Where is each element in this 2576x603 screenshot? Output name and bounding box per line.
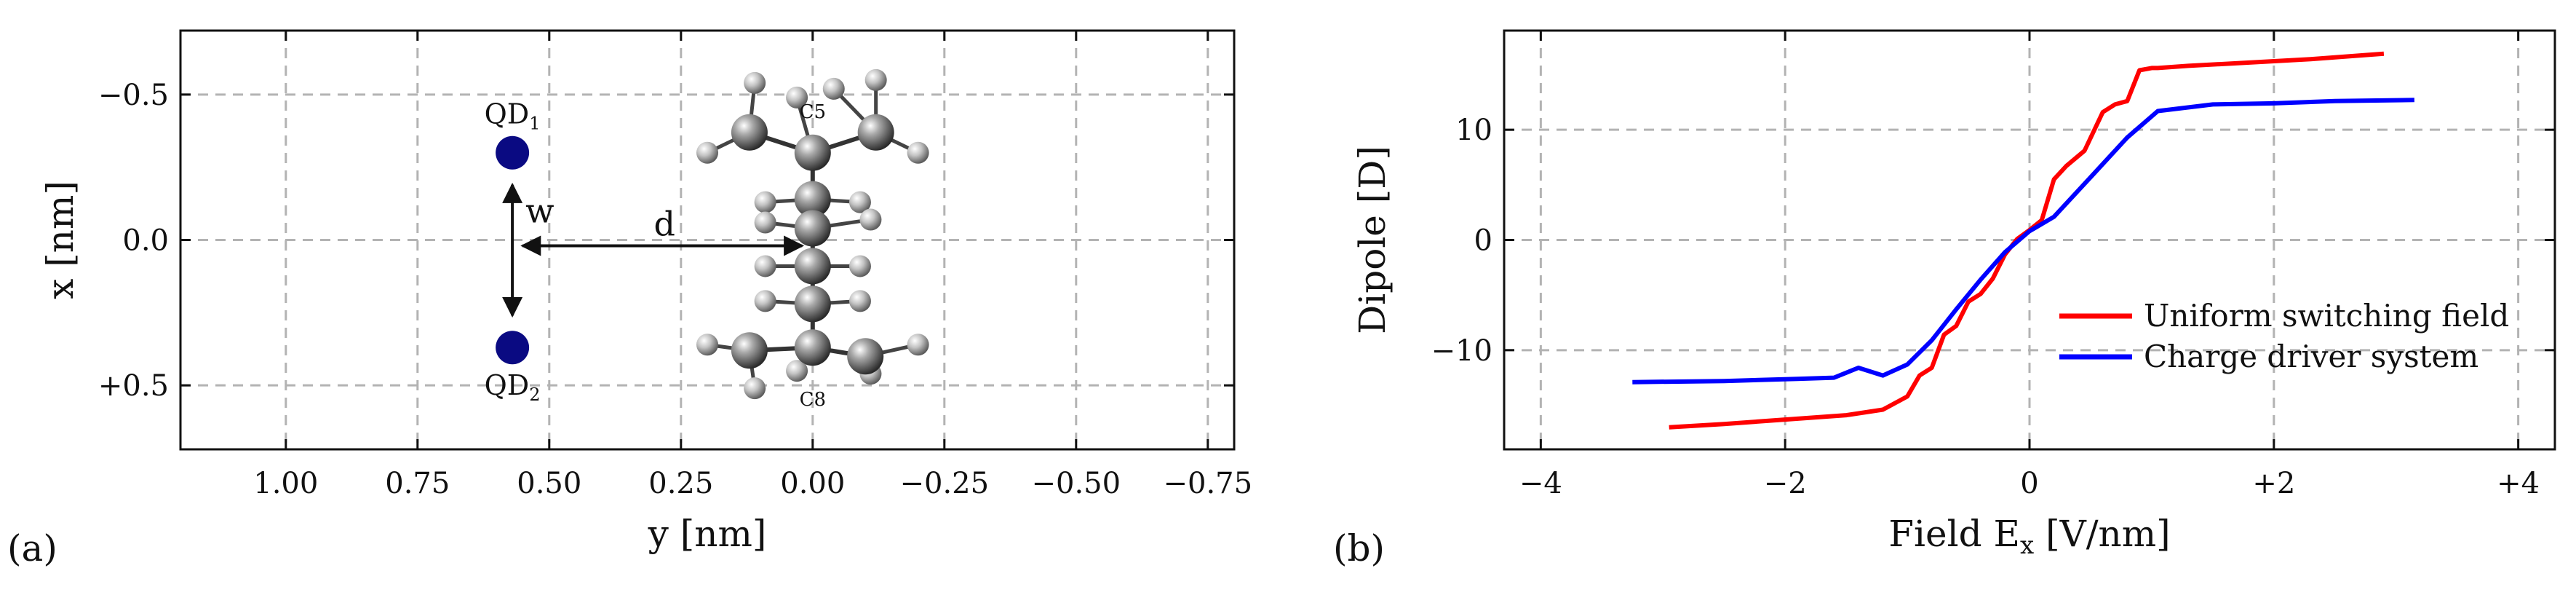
panel-a-points [496,135,530,365]
carbon-atom [794,181,831,218]
series-line-charge-driver-system [1632,98,2414,385]
x-tick-label: 0.25 [648,467,713,500]
legend: Uniform switching field Charge driver sys… [2059,298,2509,374]
y-tick-label: 0 [1474,224,1492,258]
hydrogen-atom [696,141,718,164]
legend-label: Uniform switching field [2144,298,2509,334]
c8-label: C8 [800,389,826,411]
carbon-atom [794,248,831,285]
x-tick-label: 0.75 [385,467,450,500]
panel-a-grid [180,31,1234,449]
hydrogen-atom [786,86,808,109]
carbon-atom [794,210,831,247]
panel-b-label: (b) [1333,527,1385,570]
hydrogen-atom [864,68,887,91]
y-tick-label: +0.5 [98,369,169,403]
panel-a-xlabel: y [nm] [648,513,767,555]
carbon-atom [794,285,831,323]
panel-b-ticks: −4 −2 0 +2 +4 −10 0 10 [1431,31,2555,500]
carbon-atom [794,134,831,171]
carbon-atom [794,329,831,366]
hydrogen-atom [754,255,776,277]
x-tick-label: −0.75 [1164,467,1253,500]
hydrogen-atom [696,334,718,356]
quantum-dot-qd1 [496,135,530,170]
hydrogen-atom [907,334,929,356]
hydrogen-atom [744,377,766,400]
hydrogen-atom [754,211,776,234]
w-label: w [525,192,554,231]
panel-a: 1.00 0.75 0.50 0.25 0.00 −0.25 −0.50 −0.75 −0.5 0… [7,29,1252,570]
panel-a-ylabel: x [nm] [39,181,82,299]
x-tick-label: 0.50 [517,467,581,500]
hydrogen-atom [907,141,929,164]
hydrogen-atom [848,255,871,277]
panel-a-label: (a) [7,527,57,570]
hydrogen-atom [822,77,845,100]
panel-b-ylabel: Dipole [D] [1351,146,1394,334]
qd2-label: QD2 [485,369,541,405]
hydrogen-atom [848,191,871,213]
y-tick-label: 10 [1455,114,1492,147]
x-tick-label: 1.00 [253,467,318,500]
molecule [696,68,929,400]
hydrogen-atom [754,290,776,312]
hydrogen-atom [754,191,776,213]
x-tick-label: −4 [1519,467,1562,500]
x-tick-label: −2 [1764,467,1807,500]
panel-b-lines [1632,51,2414,430]
carbon-atom [847,338,884,375]
y-tick-label: 0.0 [122,224,169,258]
x-tick-label: +4 [2497,467,2540,500]
x-tick-label: +2 [2252,467,2295,500]
hydrogen-atom [848,290,871,312]
x-tick-label: −0.25 [900,467,990,500]
hydrogen-atom [859,208,882,231]
x-tick-label: 0 [2020,467,2038,500]
legend-label: Charge driver system [2144,339,2478,374]
hydrogen-atom [786,360,808,382]
hydrogen-atom [744,71,766,94]
x-tick-label: −0.50 [1032,467,1121,500]
panel-b: −4 −2 0 +2 +4 −10 0 10 Uniform switching field C… [1333,29,2556,570]
d-label: d [653,204,675,243]
carbon-atom [731,114,768,151]
panel-b-xlabel: Field Ex [V/nm] [1888,513,2170,560]
qd1-label: QD1 [485,98,541,134]
panel-a-ticks: 1.00 0.75 0.50 0.25 0.00 −0.25 −0.50 −0.75 −0.5 0… [98,31,1252,500]
y-tick-label: −10 [1431,334,1492,368]
panel-b-grid [1504,31,2555,449]
y-tick-label: −0.5 [98,79,169,112]
x-tick-label: 0.00 [780,467,845,500]
carbon-atom [857,114,894,151]
carbon-atom [731,332,768,369]
c5-label: C5 [800,101,826,123]
quantum-dot-qd2 [496,331,530,365]
